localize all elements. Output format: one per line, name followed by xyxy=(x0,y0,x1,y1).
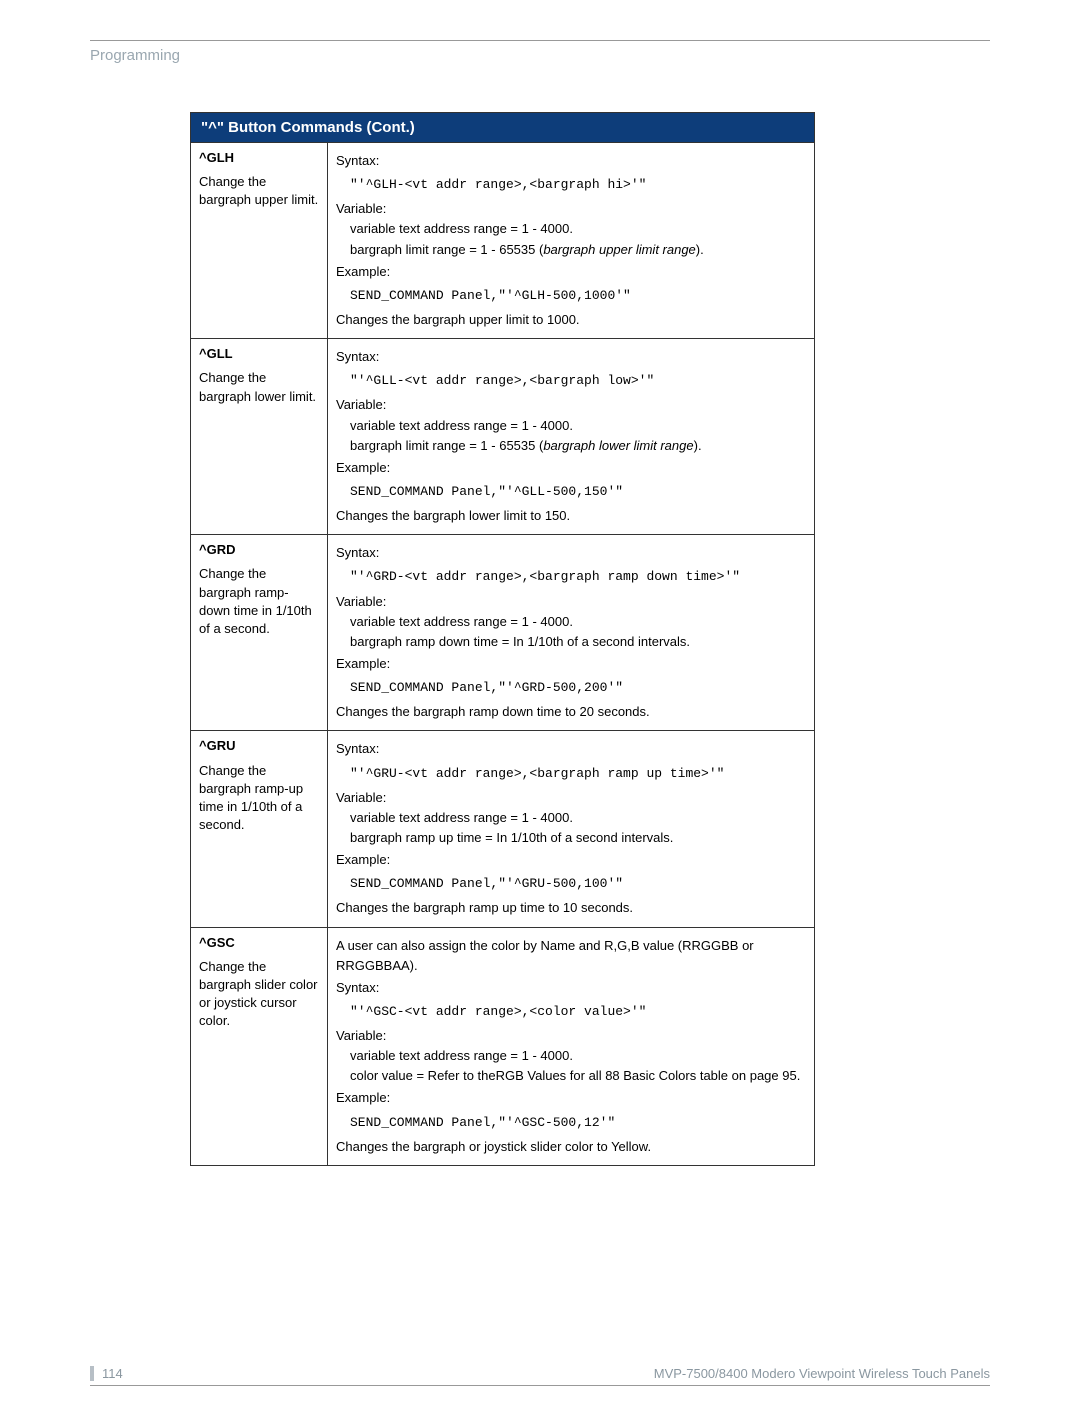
syntax-code: "'^GSC-<vt addr range>,<color value>'" xyxy=(350,1002,806,1022)
command-desc: Change the bargraph upper limit. xyxy=(199,174,318,207)
section-label: Programming xyxy=(90,47,990,64)
detail-cell: A user can also assign the color by Name… xyxy=(328,927,815,1165)
example-label: Example: xyxy=(336,850,806,870)
command-name: ^GRD xyxy=(199,541,319,559)
syntax-code: "'^GRD-<vt addr range>,<bargraph ramp do… xyxy=(350,567,806,587)
page-footer: 114 MVP-7500/8400 Modero Viewpoint Wirel… xyxy=(90,1366,990,1381)
example-code: SEND_COMMAND Panel,"'^GRD-500,200'" xyxy=(350,678,806,698)
command-name: ^GLH xyxy=(199,149,319,167)
example-code: SEND_COMMAND Panel,"'^GLH-500,1000'" xyxy=(350,286,806,306)
syntax-code: "'^GRU-<vt addr range>,<bargraph ramp up… xyxy=(350,764,806,784)
detail-cell: Syntax: "'^GRU-<vt addr range>,<bargraph… xyxy=(328,731,815,927)
result-text: Changes the bargraph or joystick slider … xyxy=(336,1137,806,1157)
table-row: ^GLH Change the bargraph upper limit. Sy… xyxy=(191,143,815,339)
table-title: "^" Button Commands (Cont.) xyxy=(191,113,815,143)
variable-label: Variable: xyxy=(336,1026,806,1046)
syntax-code: "'^GLH-<vt addr range>,<bargraph hi>'" xyxy=(350,175,806,195)
example-label: Example: xyxy=(336,262,806,282)
syntax-label: Syntax: xyxy=(336,543,806,563)
variable-label: Variable: xyxy=(336,592,806,612)
variable-line: color value = Refer to theRGB Values for… xyxy=(350,1066,806,1086)
variable-line: bargraph limit range = 1 - 65535 (bargra… xyxy=(350,240,806,260)
example-label: Example: xyxy=(336,654,806,674)
command-name: ^GLL xyxy=(199,345,319,363)
command-desc: Change the bargraph ramp-down time in 1/… xyxy=(199,566,312,636)
syntax-label: Syntax: xyxy=(336,739,806,759)
command-desc: Change the bargraph lower limit. xyxy=(199,370,316,403)
example-code: SEND_COMMAND Panel,"'^GLL-500,150'" xyxy=(350,482,806,502)
variable-line: variable text address range = 1 - 4000. xyxy=(350,808,806,828)
table-row: ^GRD Change the bargraph ramp-down time … xyxy=(191,535,815,731)
variable-label: Variable: xyxy=(336,788,806,808)
syntax-label: Syntax: xyxy=(336,978,806,998)
variable-line: variable text address range = 1 - 4000. xyxy=(350,416,806,436)
command-desc: Change the bargraph ramp-up time in 1/10… xyxy=(199,763,303,833)
command-cell: ^GRD Change the bargraph ramp-down time … xyxy=(191,535,328,731)
command-name: ^GRU xyxy=(199,737,319,755)
variable-line: bargraph ramp up time = In 1/10th of a s… xyxy=(350,828,806,848)
doc-title: MVP-7500/8400 Modero Viewpoint Wireless … xyxy=(654,1366,990,1381)
command-cell: ^GLH Change the bargraph upper limit. xyxy=(191,143,328,339)
syntax-code: "'^GLL-<vt addr range>,<bargraph low>'" xyxy=(350,371,806,391)
syntax-label: Syntax: xyxy=(336,151,806,171)
example-label: Example: xyxy=(336,458,806,478)
top-rule xyxy=(90,40,990,41)
variable-line: bargraph ramp down time = In 1/10th of a… xyxy=(350,632,806,652)
table-row: ^GLL Change the bargraph lower limit. Sy… xyxy=(191,339,815,535)
detail-cell: Syntax: "'^GRD-<vt addr range>,<bargraph… xyxy=(328,535,815,731)
detail-cell: Syntax: "'^GLH-<vt addr range>,<bargraph… xyxy=(328,143,815,339)
variable-line: variable text address range = 1 - 4000. xyxy=(350,219,806,239)
example-code: SEND_COMMAND Panel,"'^GRU-500,100'" xyxy=(350,874,806,894)
example-code: SEND_COMMAND Panel,"'^GSC-500,12'" xyxy=(350,1113,806,1133)
result-text: Changes the bargraph lower limit to 150. xyxy=(336,506,806,526)
result-text: Changes the bargraph upper limit to 1000… xyxy=(336,310,806,330)
table-header-row: "^" Button Commands (Cont.) xyxy=(191,113,815,143)
table-row: ^GRU Change the bargraph ramp-up time in… xyxy=(191,731,815,927)
command-desc: Change the bargraph slider color or joys… xyxy=(199,959,318,1029)
variable-label: Variable: xyxy=(336,199,806,219)
syntax-label: Syntax: xyxy=(336,347,806,367)
command-cell: ^GRU Change the bargraph ramp-up time in… xyxy=(191,731,328,927)
intro-text: A user can also assign the color by Name… xyxy=(336,936,806,976)
example-label: Example: xyxy=(336,1088,806,1108)
command-cell: ^GLL Change the bargraph lower limit. xyxy=(191,339,328,535)
result-text: Changes the bargraph ramp down time to 2… xyxy=(336,702,806,722)
command-name: ^GSC xyxy=(199,934,319,952)
page-container: Programming "^" Button Commands (Cont.) … xyxy=(0,0,1080,1416)
footer-rule xyxy=(90,1385,990,1386)
command-cell: ^GSC Change the bargraph slider color or… xyxy=(191,927,328,1165)
variable-line: bargraph limit range = 1 - 65535 (bargra… xyxy=(350,436,806,456)
variable-line: variable text address range = 1 - 4000. xyxy=(350,612,806,632)
variable-label: Variable: xyxy=(336,395,806,415)
commands-table: "^" Button Commands (Cont.) ^GLH Change … xyxy=(190,112,815,1166)
page-number: 114 xyxy=(90,1366,123,1381)
detail-cell: Syntax: "'^GLL-<vt addr range>,<bargraph… xyxy=(328,339,815,535)
table-row: ^GSC Change the bargraph slider color or… xyxy=(191,927,815,1165)
result-text: Changes the bargraph ramp up time to 10 … xyxy=(336,898,806,918)
variable-line: variable text address range = 1 - 4000. xyxy=(350,1046,806,1066)
